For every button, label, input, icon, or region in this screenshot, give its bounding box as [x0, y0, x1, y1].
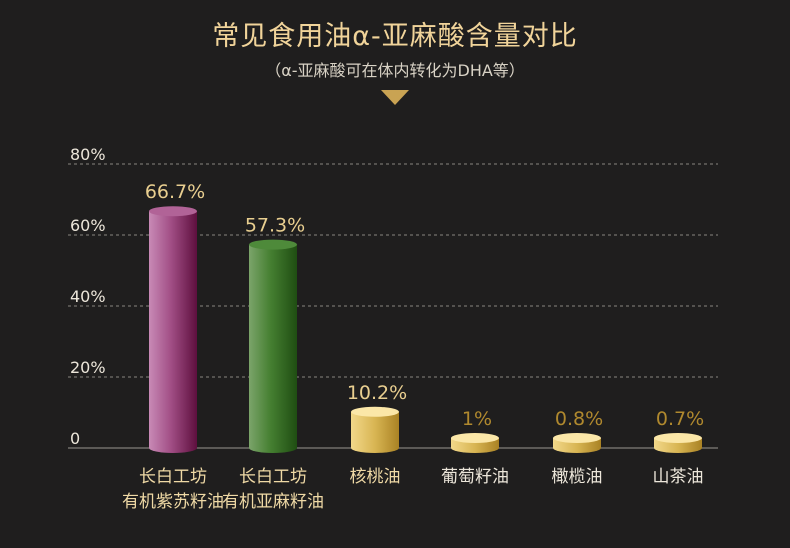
- bar-top: [351, 406, 399, 417]
- bar-base: [553, 443, 601, 453]
- x-tick-label: 橄榄油: [552, 467, 603, 487]
- chart-subtitle: （α-亚麻酸可在体内转化为DHA等）: [265, 61, 525, 80]
- y-tick-label: 60%: [70, 216, 106, 235]
- bar-base: [249, 443, 297, 453]
- bar-top: [249, 239, 297, 250]
- bar-top: [149, 206, 197, 217]
- data-label: 10.2%: [347, 382, 407, 404]
- bar-top: [654, 433, 702, 443]
- bar-base: [654, 443, 702, 453]
- data-label: 66.7%: [145, 181, 205, 203]
- bar: [149, 211, 197, 448]
- bar: [249, 244, 297, 448]
- labels: 66.7%长白工坊有机紫苏籽油57.3%长白工坊有机亚麻籽油10.2%核桃油1%…: [122, 181, 704, 512]
- bar-base: [451, 443, 499, 453]
- bar-base: [351, 443, 399, 453]
- data-label: 0.8%: [555, 408, 603, 430]
- bar-base: [149, 443, 197, 453]
- bar-top: [451, 433, 499, 443]
- x-tick-label: 葡萄籽油: [441, 467, 509, 487]
- down-arrow-icon: [381, 90, 409, 105]
- x-tick-label: 山茶油: [653, 467, 704, 487]
- bar-top: [553, 433, 601, 443]
- data-label: 57.3%: [245, 215, 305, 237]
- bars: [149, 206, 702, 453]
- x-tick-label: 长白工坊: [239, 467, 307, 487]
- y-tick-label: 0: [70, 429, 80, 448]
- y-tick-label: 80%: [70, 145, 106, 164]
- x-tick-label: 长白工坊: [139, 467, 207, 487]
- y-tick-label: 40%: [70, 287, 106, 306]
- x-tick-label: 有机亚麻籽油: [222, 492, 324, 512]
- bar: [351, 411, 399, 448]
- y-tick-label: 20%: [70, 358, 106, 377]
- x-tick-label: 核桃油: [350, 467, 401, 487]
- x-tick-label: 有机紫苏籽油: [122, 492, 224, 512]
- chart-title: 常见食用油α-亚麻酸含量对比: [212, 21, 578, 52]
- data-label: 1%: [462, 408, 492, 430]
- data-label: 0.7%: [656, 408, 704, 430]
